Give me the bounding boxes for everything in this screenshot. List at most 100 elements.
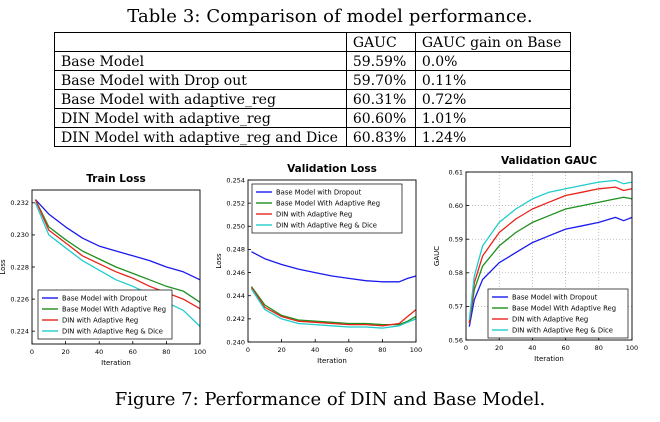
legend-label: Base Model With Adaptive Reg [512, 304, 616, 312]
series-line [34, 199, 201, 281]
y-tick-label: 0.252 [226, 199, 245, 207]
cell-gauc: 60.31% [345, 89, 416, 109]
y-tick-label: 0.244 [226, 292, 245, 300]
table-row: Base Model with Drop out 59.70% 0.11% [54, 70, 571, 90]
legend-label: DIN with Adaptive Reg & Dice [276, 221, 377, 229]
table-header-row: GAUC GAUC gain on Base [54, 32, 571, 52]
y-tick-label: 0.58 [449, 269, 463, 277]
cell-model: DIN Model with adaptive_reg and Dice [54, 127, 347, 147]
table-row: Base Model 59.59% 0.0% [54, 51, 571, 71]
chart-title: Train Loss [86, 173, 145, 185]
cell-model: Base Model [54, 51, 347, 71]
performance-table: GAUC GAUC gain on Base Base Model 59.59%… [54, 32, 571, 147]
legend-label: Base Model with Dropout [276, 188, 362, 196]
y-tick-label: 0.240 [226, 338, 245, 346]
y-tick-label: 0.224 [10, 327, 29, 335]
x-tick-label: 0 [246, 346, 250, 354]
x-tick-label: 0 [30, 348, 34, 356]
y-tick-label: 0.56 [449, 336, 463, 344]
y-tick-label: 0.230 [10, 231, 29, 239]
y-tick-label: 0.232 [10, 199, 29, 207]
x-tick-label: 20 [277, 346, 285, 354]
series-line [468, 216, 633, 327]
legend-label: DIN with Adaptive Reg & Dice [62, 327, 163, 335]
x-axis-label: Iteration [534, 355, 564, 363]
cell-model: Base Model with Drop out [54, 70, 347, 90]
legend-box [487, 288, 629, 339]
cell-gauc: 59.59% [345, 51, 416, 71]
table-row: DIN Model with adaptive_reg and Dice 60.… [54, 127, 571, 147]
x-tick-label: 40 [528, 344, 536, 352]
y-tick-label: 0.226 [10, 295, 29, 303]
header-gauc-gain: GAUC gain on Base [414, 32, 571, 52]
series-line [250, 288, 417, 329]
series-line [468, 196, 633, 324]
cell-model: DIN Model with adaptive_reg [54, 108, 347, 128]
chart-title: Validation Loss [287, 163, 377, 175]
legend-label: DIN with Adaptive Reg [62, 316, 138, 324]
y-tick-label: 0.228 [10, 263, 29, 271]
x-tick-label: 0 [464, 344, 468, 352]
series-line [251, 251, 417, 283]
legend-label: DIN with Adaptive Reg [276, 210, 352, 218]
legend-label: DIN with Adaptive Reg & Dice [512, 326, 613, 334]
x-axis-label: Iteration [317, 357, 347, 365]
y-tick-label: 0.250 [226, 223, 245, 231]
x-tick-label: 80 [595, 344, 603, 352]
x-tick-label: 100 [410, 346, 422, 354]
validation-gauc-plot: Validation GAUC 0 20 40 60 80 100 0.56 0.57 0.58 0… [433, 155, 638, 363]
x-tick-label: 60 [345, 346, 353, 354]
legend-box [251, 183, 403, 234]
legend-label: Base Model With Adaptive Reg [62, 305, 166, 313]
table-row: Base Model with adaptive_reg 60.31% 0.72… [54, 89, 571, 109]
series-line [468, 179, 633, 320]
x-tick-label: 40 [311, 346, 319, 354]
cell-gain: 0.72% [414, 89, 571, 109]
cell-gauc: 60.83% [345, 127, 416, 147]
y-tick-label: 0.61 [449, 168, 463, 176]
plot-frame [247, 179, 417, 343]
series-line [468, 186, 633, 324]
y-tick-label: 0.242 [226, 315, 245, 323]
x-tick-label: 100 [194, 348, 206, 356]
series-line [34, 199, 201, 303]
x-tick-label: 60 [561, 344, 569, 352]
series-line [250, 286, 417, 326]
x-tick-label: 60 [129, 348, 137, 356]
y-tick-label: 0.246 [226, 269, 245, 277]
y-tick-label: 0.60 [449, 202, 463, 210]
train-loss-chart: Train Loss 0 20 40 60 80 100 0.224 0.226 0.228 0.2… [0, 160, 212, 372]
y-tick-label: 0.57 [449, 303, 463, 311]
series-line [250, 287, 417, 327]
cell-gauc: 59.70% [345, 70, 416, 90]
table-row: DIN Model with adaptive_reg 60.60% 1.01% [54, 108, 571, 128]
validation-loss-chart: Validation Loss 0 20 40 60 80 100 0.240 0.242 0.2… [215, 160, 430, 372]
x-axis-label: Iteration [101, 359, 131, 367]
legend-box [37, 289, 173, 340]
y-axis-label: GAUC [433, 246, 441, 266]
x-tick-label: 80 [378, 346, 386, 354]
validation-gauc-chart: Validation GAUC 0 20 40 60 80 100 0.56 0.57 0.58 0… [433, 155, 656, 372]
y-tick-label: 0.59 [449, 236, 463, 244]
cell-gain: 0.11% [414, 70, 571, 90]
x-tick-label: 40 [95, 348, 103, 356]
y-axis-label: Loss [0, 259, 7, 275]
legend-label: DIN with Adaptive Reg [512, 315, 588, 323]
train-loss-plot: Train Loss 0 20 40 60 80 100 0.224 0.226 0.228 0.2… [0, 173, 206, 367]
cell-model: Base Model with adaptive_reg [54, 89, 347, 109]
x-tick-label: 20 [61, 348, 69, 356]
legend-label: Base Model with Dropout [62, 294, 148, 302]
header-model [54, 32, 347, 52]
figure-caption: Figure 7: Performance of DIN and Base Mo… [114, 389, 546, 410]
cell-gain: 0.0% [414, 51, 571, 71]
cell-gain: 1.24% [414, 127, 571, 147]
y-tick-label: 0.254 [226, 176, 245, 184]
y-tick-label: 0.248 [226, 246, 245, 254]
plot-frame [465, 171, 633, 341]
chart-title: Validation GAUC [501, 155, 597, 167]
header-gauc: GAUC [345, 32, 416, 52]
legend-label: Base Model With Adaptive Reg [276, 199, 380, 207]
x-tick-label: 100 [626, 344, 638, 352]
cell-gain: 1.01% [414, 108, 571, 128]
x-tick-label: 20 [495, 344, 503, 352]
